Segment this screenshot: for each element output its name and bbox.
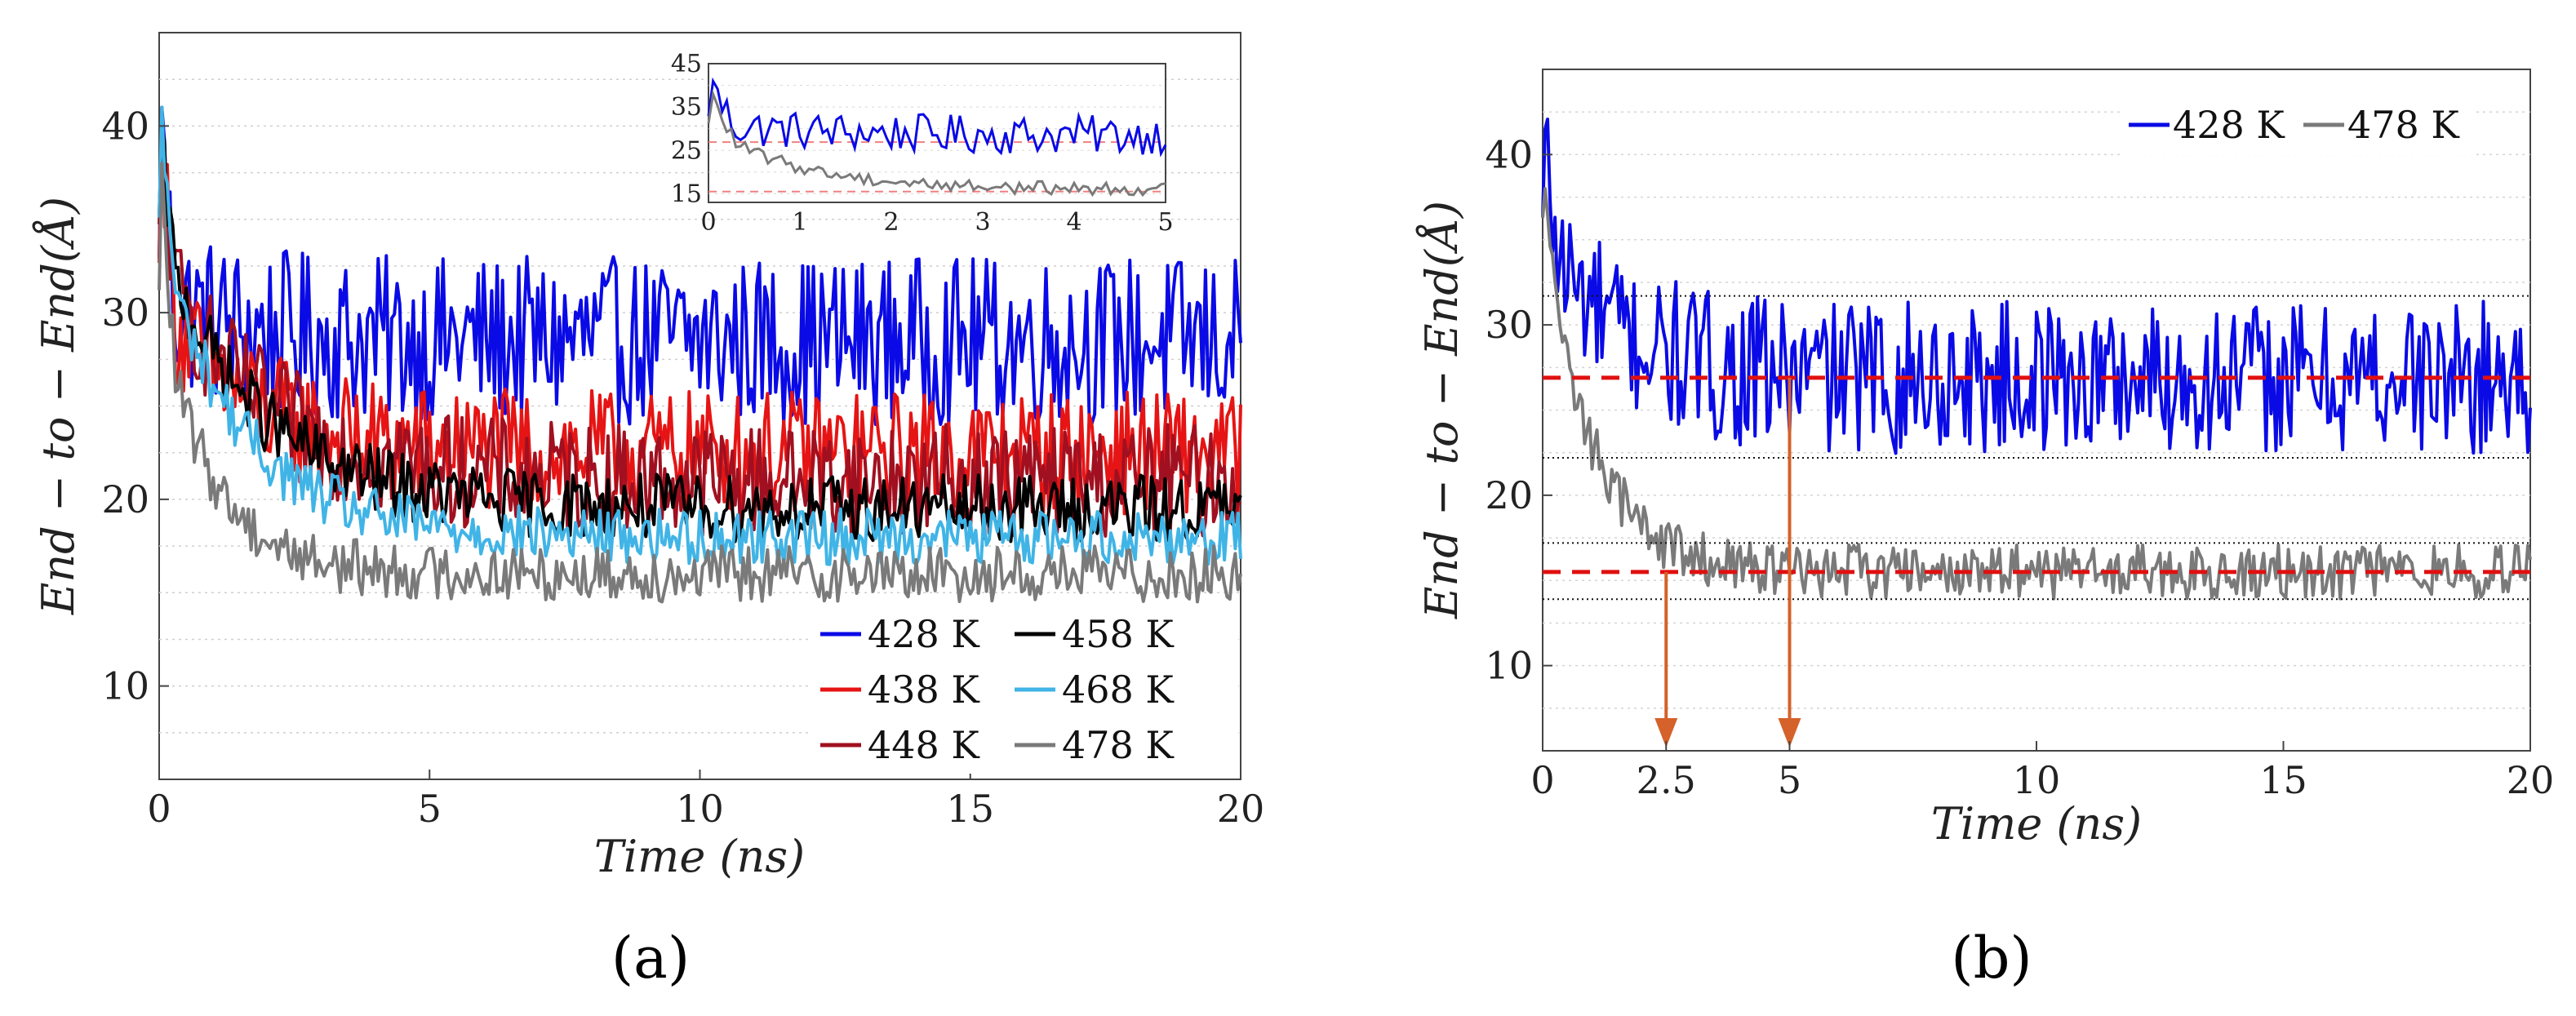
legend-b-label-428: 428 K: [2173, 103, 2285, 147]
panel-b-plot-area: [1542, 69, 2531, 752]
x-tick-label: 5: [418, 787, 442, 831]
y-tick-label: 30: [1485, 303, 1533, 347]
panel-a-x-axis-label: Time (ns): [594, 831, 805, 882]
legend-label-458: 458 K: [1062, 612, 1175, 656]
panel-b-arrows: [1654, 377, 1801, 748]
series-line-468-k: [158, 105, 1242, 566]
legend-label-448: 448 K: [868, 723, 980, 767]
inset-x-tick-label: 2: [883, 208, 899, 237]
y-tick-label: 20: [1485, 473, 1533, 517]
panel-a-legend: 428 K 438 K 448 K 458 K 468 K 478 K: [812, 610, 1238, 774]
inset-y-tick-label: 45: [671, 50, 702, 78]
y-tick-label: 10: [1485, 644, 1533, 688]
inset-y-tick-label: 25: [671, 136, 702, 165]
x-tick-label: 20: [1217, 787, 1265, 831]
legend-label-468: 468 K: [1062, 668, 1175, 712]
panel-a-series-group: [158, 105, 1242, 604]
x-tick-label: 0: [147, 787, 171, 831]
panel-b-ticks: 0 2.5 5 10 15 20 10 20 30 40: [1485, 132, 2554, 802]
inset-y-tick-label: 15: [671, 180, 702, 208]
x-tick-label: 0: [1530, 758, 1554, 802]
annotation-arrow-head: [1778, 718, 1801, 748]
x-tick-label: 15: [946, 787, 994, 831]
inset-y-tick-label: 35: [671, 93, 702, 122]
x-tick-label: 15: [2259, 758, 2307, 802]
annotation-arrow-head: [1654, 718, 1678, 748]
panel-b-legend-box: [2122, 96, 2473, 155]
series-line-428-k: [158, 105, 1242, 427]
panel-a-caption: (a): [611, 925, 690, 992]
y-tick-label: 40: [101, 104, 149, 148]
y-tick-label: 30: [101, 291, 149, 335]
panel-a-y-axis-label: End − to − End(Å): [31, 197, 84, 615]
y-tick-label: 20: [101, 477, 149, 521]
inset-x-tick-label: 1: [792, 208, 807, 237]
legend-label-478: 478 K: [1062, 723, 1175, 767]
x-tick-label: 5: [1778, 758, 1801, 802]
panel-b-x-axis-label: Time (ns): [1931, 798, 2142, 850]
inset-series-line-428-k: [707, 77, 1167, 158]
y-tick-label: 40: [1485, 132, 1533, 176]
legend-label-428: 428 K: [868, 612, 980, 656]
panel-b-reference-lines: [1543, 295, 2530, 601]
x-tick-label: 10: [676, 787, 724, 831]
legend-label-438: 438 K: [868, 668, 980, 712]
panel-b-chart: 0 2.5 5 10 15 20 10 20 30 40 Time (ns) End − to −…: [1415, 69, 2554, 992]
inset-series-group: [707, 77, 1167, 197]
inset-x-tick-label: 3: [975, 208, 990, 237]
panel-b-legend: 428 K 478 K: [2122, 96, 2473, 155]
y-tick-label: 10: [101, 664, 149, 708]
panel-b-caption: (b): [1951, 925, 2032, 992]
x-tick-label: 10: [2013, 758, 2061, 802]
inset-series-line-478-k: [707, 89, 1166, 197]
inset-x-tick-label: 5: [1157, 208, 1173, 237]
inset-x-tick-label: 0: [700, 208, 716, 237]
series-line-458-k: [158, 124, 1242, 543]
inset-x-tick-label: 4: [1066, 208, 1081, 237]
x-tick-label: 2.5: [1637, 758, 1696, 802]
series-line-478-k: [158, 162, 1242, 604]
series-line-b-478-k: [1541, 187, 2532, 601]
x-tick-label: 20: [2507, 758, 2555, 802]
legend-b-label-478: 478 K: [2347, 103, 2460, 147]
panel-b-y-axis-label: End − to − End(Å): [1415, 201, 1468, 619]
